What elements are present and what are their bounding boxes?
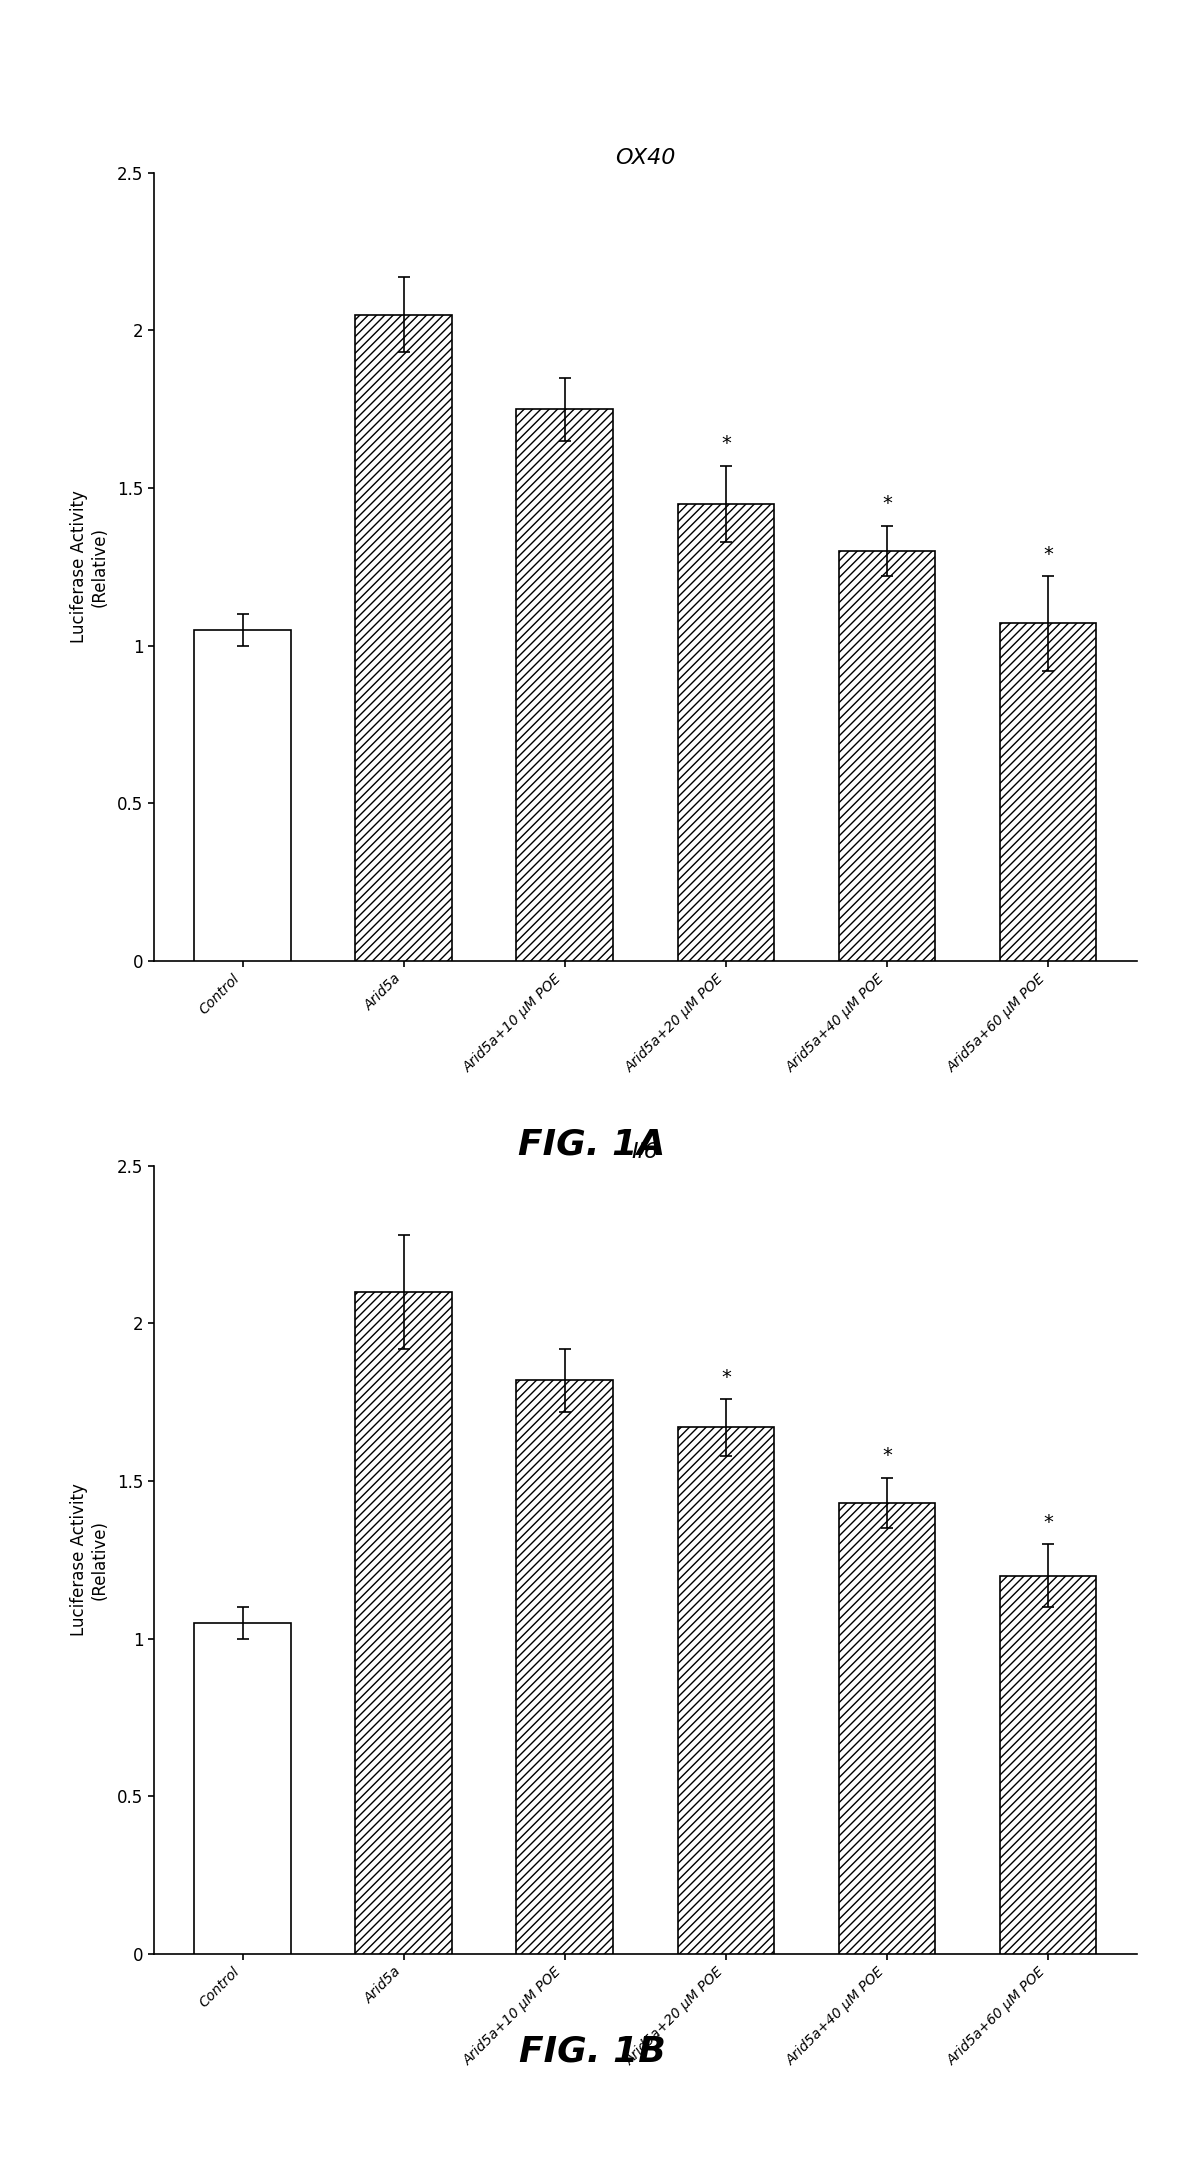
Bar <box>516 1380 613 1954</box>
Bar <box>355 1291 452 1954</box>
Bar <box>355 315 452 961</box>
Y-axis label: Luciferase Activity
(Relative): Luciferase Activity (Relative) <box>70 1483 109 1637</box>
Bar <box>838 1503 935 1954</box>
Bar <box>516 410 613 961</box>
Text: FIG. 1B: FIG. 1B <box>519 2034 665 2068</box>
Y-axis label: Luciferase Activity
(Relative): Luciferase Activity (Relative) <box>70 490 109 643</box>
Text: *: * <box>721 1367 731 1386</box>
Bar <box>677 1427 774 1954</box>
Bar <box>999 1576 1096 1954</box>
Title: Il6: Il6 <box>632 1142 658 1162</box>
Bar <box>194 630 291 961</box>
Text: *: * <box>721 434 731 453</box>
Text: *: * <box>882 494 892 514</box>
Bar <box>838 551 935 961</box>
Text: *: * <box>882 1447 892 1466</box>
Title: OX40: OX40 <box>616 149 675 168</box>
Text: FIG. 1A: FIG. 1A <box>519 1127 665 1162</box>
Text: *: * <box>1043 1513 1053 1531</box>
Bar <box>194 1624 291 1954</box>
Text: *: * <box>1043 544 1053 563</box>
Bar <box>677 503 774 961</box>
Bar <box>999 624 1096 961</box>
